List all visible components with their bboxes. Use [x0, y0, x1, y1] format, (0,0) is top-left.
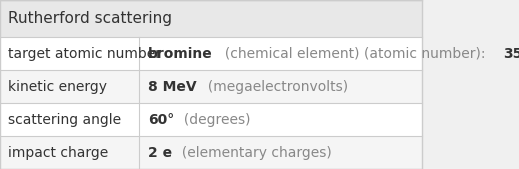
Text: bromine: bromine [148, 47, 213, 61]
FancyBboxPatch shape [0, 103, 140, 136]
FancyBboxPatch shape [0, 136, 140, 169]
FancyBboxPatch shape [140, 70, 422, 103]
Text: 8 MeV: 8 MeV [148, 80, 197, 94]
Text: 2 e: 2 e [148, 146, 172, 160]
Text: target atomic number: target atomic number [8, 47, 161, 61]
Text: impact charge: impact charge [8, 146, 108, 160]
Text: (megaelectronvolts): (megaelectronvolts) [199, 80, 348, 94]
Text: kinetic energy: kinetic energy [8, 80, 107, 94]
FancyBboxPatch shape [0, 0, 422, 37]
Text: (chemical element) (atomic number):: (chemical element) (atomic number): [216, 47, 490, 61]
Text: (elementary charges): (elementary charges) [173, 146, 332, 160]
Text: Rutherford scattering: Rutherford scattering [8, 11, 172, 26]
FancyBboxPatch shape [0, 70, 140, 103]
Text: 60°: 60° [148, 113, 174, 127]
Text: (degrees): (degrees) [175, 113, 251, 127]
FancyBboxPatch shape [140, 37, 422, 70]
Text: scattering angle: scattering angle [8, 113, 121, 127]
FancyBboxPatch shape [140, 103, 422, 136]
FancyBboxPatch shape [140, 136, 422, 169]
Text: 35: 35 [503, 47, 519, 61]
FancyBboxPatch shape [0, 37, 140, 70]
